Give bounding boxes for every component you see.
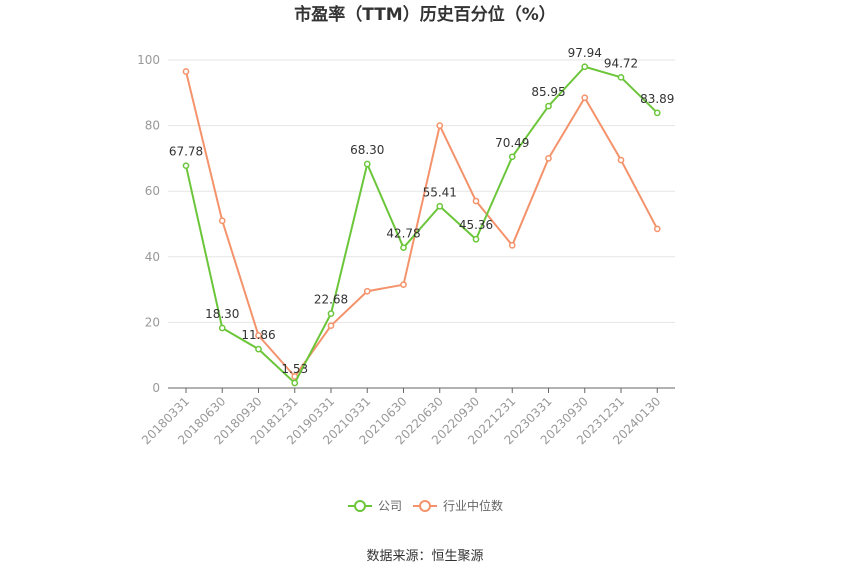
- legend-swatch-industry-marker: [419, 500, 431, 512]
- data-label-company: 18.30: [205, 307, 239, 321]
- series-line-industry: [185, 71, 659, 378]
- data-label-company: 97.94: [568, 46, 602, 60]
- data-point-industry[interactable]: [400, 281, 407, 289]
- data-point-industry[interactable]: [581, 94, 589, 102]
- data-point-industry[interactable]: [436, 122, 444, 129]
- data-point-company[interactable]: [617, 73, 625, 81]
- data-point-company[interactable]: [291, 379, 299, 387]
- data-point-industry[interactable]: [472, 197, 480, 205]
- data-label-company: 68.30: [350, 143, 384, 157]
- data-label-company: 94.72: [604, 56, 638, 70]
- data-point-company[interactable]: [472, 235, 480, 243]
- data-point-company[interactable]: [327, 310, 335, 317]
- legend: 公司 行业中位数: [348, 498, 503, 513]
- data-point-company[interactable]: [400, 244, 407, 252]
- legend-label-company: 公司: [378, 499, 402, 513]
- data-point-company[interactable]: [581, 63, 589, 71]
- series-line-company: [185, 65, 658, 384]
- data-label-company: 22.68: [314, 293, 348, 307]
- data-point-industry[interactable]: [508, 241, 516, 249]
- y-tick-label: 60: [145, 184, 160, 198]
- data-label-company: 42.78: [386, 227, 420, 241]
- data-label-company: 1.53: [281, 362, 308, 376]
- data-source: 数据来源：恒生聚源: [366, 549, 483, 564]
- data-label-company: 67.78: [169, 145, 203, 159]
- data-point-company[interactable]: [508, 153, 516, 161]
- data-point-company[interactable]: [436, 202, 444, 210]
- legend-item-industry[interactable]: 行业中位数: [413, 498, 503, 513]
- data-point-company[interactable]: [653, 109, 661, 117]
- data-label-company: 45.36: [459, 218, 493, 232]
- data-label-company: 11.86: [241, 328, 275, 342]
- x-axis-ticks: 2018033120180630201809302018123120190331…: [139, 388, 663, 447]
- data-point-industry[interactable]: [617, 156, 625, 164]
- grid: [168, 59, 675, 323]
- y-tick-label: 0: [152, 381, 160, 395]
- data-point-industry[interactable]: [327, 322, 335, 330]
- data-point-industry[interactable]: [363, 287, 371, 295]
- data-label-company: 83.89: [640, 92, 674, 106]
- data-point-company[interactable]: [255, 345, 262, 353]
- data-label-company: 55.41: [423, 185, 457, 199]
- data-label-company: 70.49: [495, 136, 529, 150]
- data-point-industry[interactable]: [182, 68, 190, 75]
- y-tick-label: 80: [145, 119, 160, 133]
- chart-title: 市盈率（TTM）历史百分位（%）: [294, 4, 556, 25]
- y-tick-label: 40: [145, 250, 160, 264]
- legend-label-industry: 行业中位数: [443, 498, 503, 513]
- y-tick-label: 100: [137, 53, 160, 67]
- y-axis-ticks: 0 20 40 60 80 100: [137, 53, 160, 395]
- data-point-company[interactable]: [182, 162, 190, 170]
- data-point-industry[interactable]: [653, 225, 661, 233]
- data-point-industry[interactable]: [255, 332, 262, 339]
- legend-item-company[interactable]: 公司: [348, 499, 402, 513]
- data-point-company[interactable]: [545, 102, 552, 110]
- series: [182, 63, 661, 387]
- data-point-industry[interactable]: [218, 217, 226, 225]
- data-point-company[interactable]: [363, 160, 371, 168]
- y-tick-label: 20: [145, 315, 160, 329]
- legend-swatch-company-marker: [354, 500, 366, 512]
- data-point-industry[interactable]: [545, 155, 552, 162]
- data-point-company[interactable]: [218, 324, 226, 332]
- data-label-company: 85.95: [531, 85, 565, 99]
